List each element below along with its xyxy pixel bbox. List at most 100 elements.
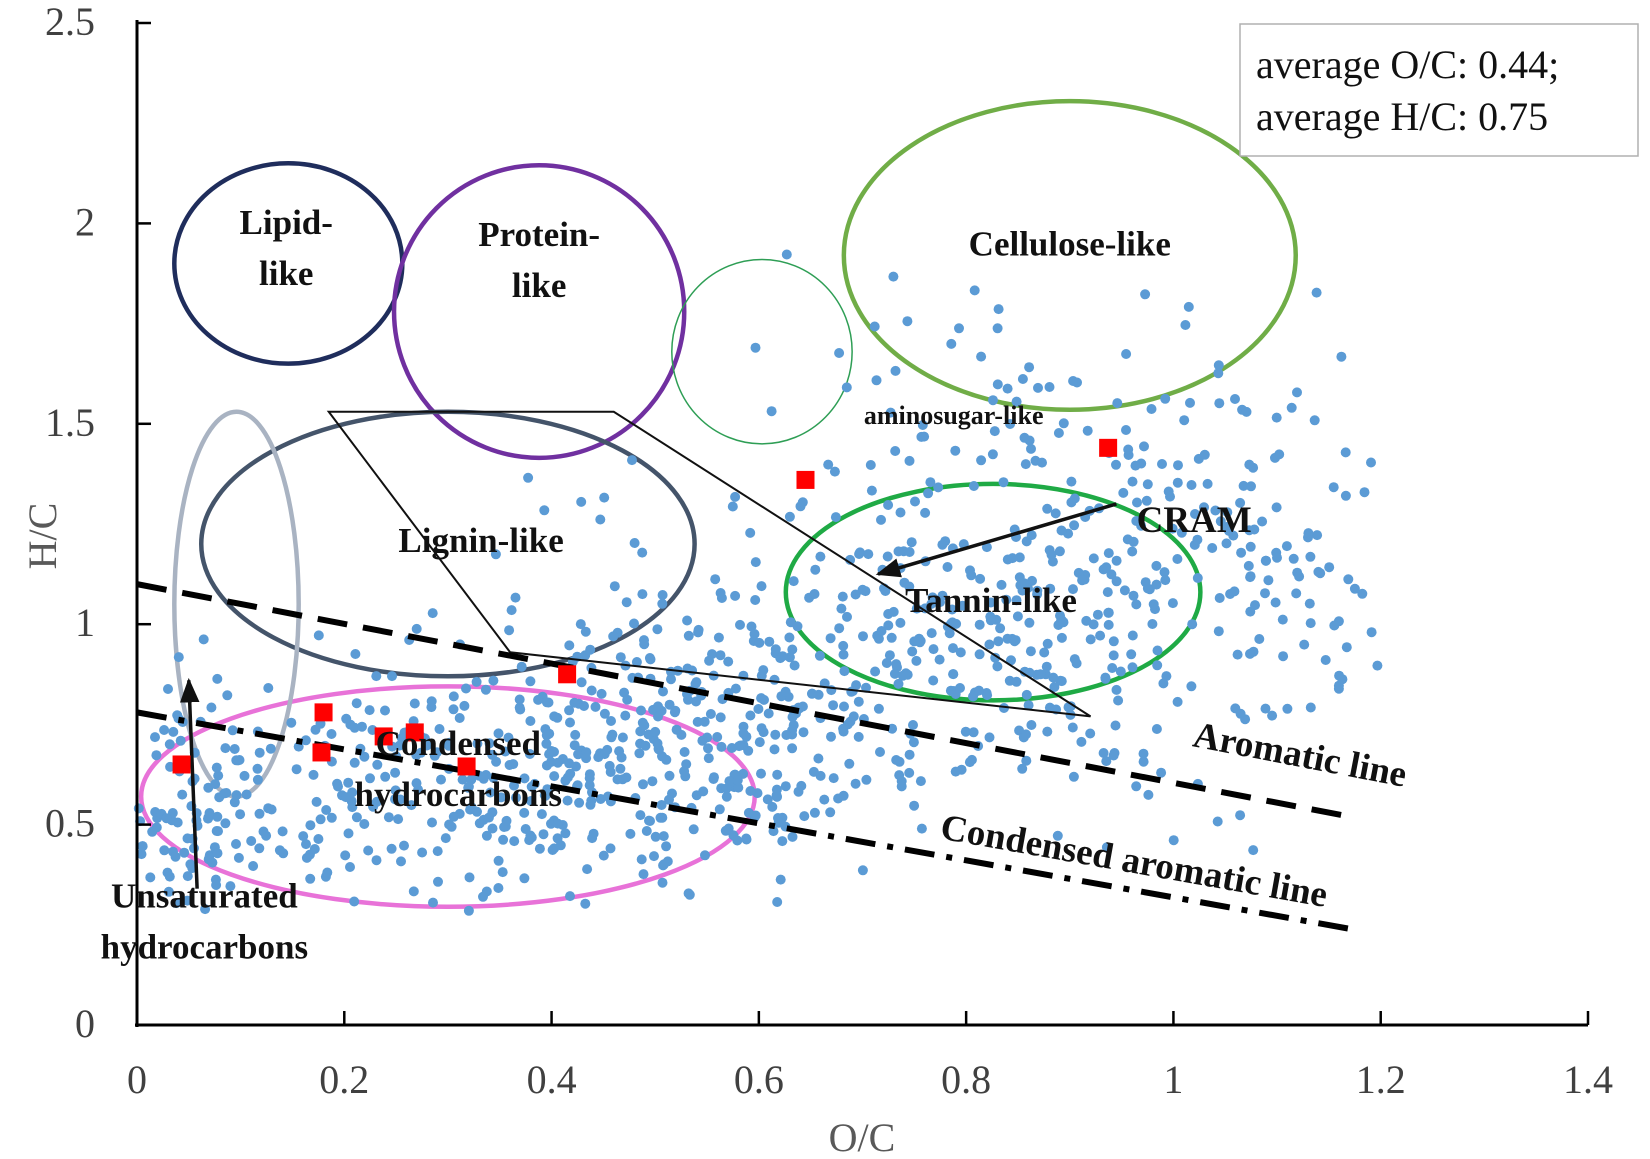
data-point xyxy=(1304,598,1315,609)
data-point xyxy=(869,321,880,332)
data-point xyxy=(809,807,820,818)
data-point xyxy=(1151,560,1162,571)
data-point xyxy=(809,589,820,599)
data-point xyxy=(1012,611,1023,622)
data-point xyxy=(916,823,927,834)
data-point xyxy=(838,726,849,737)
data-point xyxy=(1215,516,1226,527)
data-point xyxy=(645,816,655,826)
data-point xyxy=(371,671,382,682)
data-point xyxy=(982,690,993,701)
summary-line-oc: average O/C: 0.44; xyxy=(1256,42,1559,87)
data-point xyxy=(985,597,996,608)
data-point xyxy=(687,665,698,676)
data-point xyxy=(359,751,370,762)
data-point xyxy=(1111,576,1122,587)
data-point xyxy=(1230,703,1241,714)
region-label-tannin-like: Tannin-like xyxy=(905,581,1077,620)
data-point xyxy=(1232,649,1243,660)
data-point xyxy=(1017,374,1028,384)
data-point xyxy=(585,644,596,655)
data-point xyxy=(968,481,979,491)
data-point xyxy=(1139,441,1149,452)
data-point xyxy=(1130,460,1141,471)
region-protein-like-ellipse xyxy=(391,163,687,461)
data-point xyxy=(248,861,259,871)
data-point xyxy=(838,640,849,651)
data-point xyxy=(933,482,944,493)
data-point xyxy=(1288,553,1299,564)
data-point xyxy=(1245,571,1256,582)
data-point xyxy=(703,753,714,764)
data-point xyxy=(533,694,544,705)
data-point xyxy=(365,773,375,784)
data-point xyxy=(609,581,620,592)
highlight-square xyxy=(374,727,393,746)
data-point xyxy=(231,839,241,849)
x-tick-label: 0.8 xyxy=(941,1057,991,1102)
data-point xyxy=(895,617,906,628)
data-point xyxy=(1011,396,1022,407)
x-tick-label: 1.4 xyxy=(1563,1057,1613,1102)
data-point xyxy=(990,652,1001,663)
data-point xyxy=(764,636,775,647)
data-point xyxy=(265,743,276,754)
data-point xyxy=(394,740,405,751)
data-point xyxy=(813,689,824,700)
y-axis-title: H/C xyxy=(20,503,65,570)
data-point xyxy=(168,726,179,737)
data-point xyxy=(676,729,687,740)
data-point xyxy=(1278,651,1289,662)
data-point xyxy=(536,809,547,820)
data-point xyxy=(487,823,498,834)
data-point xyxy=(1077,575,1088,586)
data-point xyxy=(830,512,841,523)
data-point xyxy=(1007,553,1018,564)
data-point xyxy=(576,677,587,688)
data-point xyxy=(173,652,184,663)
data-point xyxy=(1245,648,1255,659)
data-point xyxy=(797,497,808,508)
data-point xyxy=(1011,595,1022,606)
data-point xyxy=(598,850,609,861)
data-point xyxy=(254,747,265,758)
data-point xyxy=(546,746,557,756)
data-point xyxy=(1222,507,1233,518)
data-point xyxy=(1267,710,1278,721)
condensed-aromatic-line-label: Condensed aromatic line xyxy=(937,807,1330,916)
region-label-aminosugar-like: aminosugar-like xyxy=(864,401,1044,430)
data-point xyxy=(825,807,836,818)
data-point xyxy=(890,446,901,456)
data-point xyxy=(1299,639,1310,650)
condensed-aromatic-line xyxy=(136,709,1351,932)
data-point xyxy=(390,785,401,796)
data-point xyxy=(745,710,756,721)
data-point xyxy=(1243,560,1254,571)
data-point xyxy=(163,886,174,897)
data-point xyxy=(657,877,668,888)
data-point xyxy=(638,869,649,880)
data-point xyxy=(584,773,595,784)
data-point xyxy=(885,407,896,418)
data-point xyxy=(161,813,172,824)
data-point xyxy=(428,897,438,908)
data-point xyxy=(1336,351,1347,362)
data-point xyxy=(850,589,861,600)
data-point xyxy=(906,537,917,548)
data-point xyxy=(635,810,646,821)
data-point xyxy=(549,711,560,722)
data-point xyxy=(684,889,695,900)
data-point xyxy=(459,700,470,711)
data-point xyxy=(372,759,383,770)
data-point xyxy=(555,840,566,851)
data-point xyxy=(730,491,741,502)
y-tick-label: 1.5 xyxy=(45,400,95,445)
data-point xyxy=(177,789,188,800)
data-point xyxy=(1056,676,1067,687)
data-point xyxy=(984,639,995,650)
data-point xyxy=(920,507,931,518)
data-point xyxy=(773,817,784,828)
data-point xyxy=(1190,509,1200,519)
data-point xyxy=(565,891,575,902)
